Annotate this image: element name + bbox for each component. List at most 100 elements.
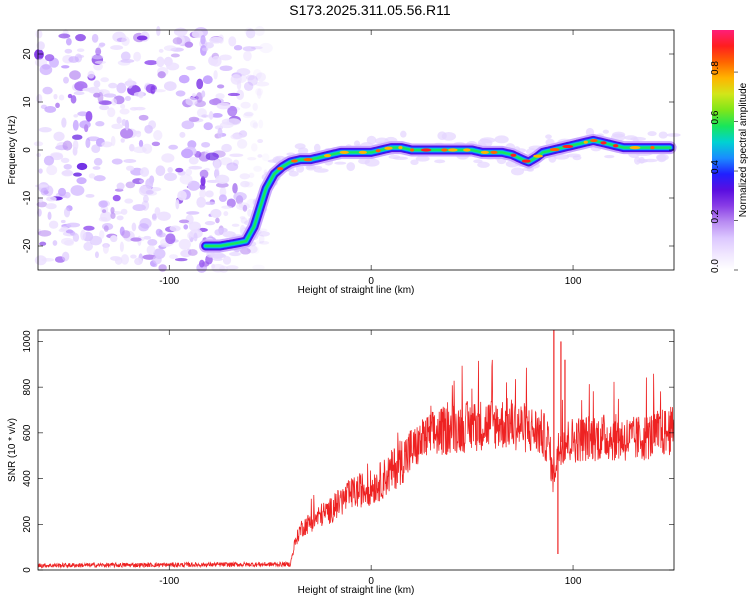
noise-blob [227, 92, 241, 97]
halo-blob [510, 167, 525, 176]
noise-blob [166, 62, 180, 71]
noise-blob [252, 69, 262, 80]
halo-blob [479, 137, 496, 144]
noise-blob [77, 111, 89, 117]
noise-blob [252, 122, 259, 129]
noise-blob [261, 153, 270, 162]
noise-blob [116, 116, 122, 125]
noise-blob [61, 65, 70, 69]
noise-blob [34, 184, 49, 188]
noise-blob [123, 158, 137, 163]
colorbar-tick-label: 0.2 [710, 209, 721, 223]
halo-blob [647, 131, 657, 137]
noise-blob [38, 230, 52, 237]
noise-blob [258, 240, 270, 245]
noise-blob [46, 196, 57, 202]
noise-blob [111, 158, 123, 165]
halo-blob [434, 159, 446, 164]
spectrogram-ytick-label: 20 [22, 48, 33, 60]
noise-blob [232, 182, 238, 194]
noise-blob [120, 208, 128, 215]
noise-blob [62, 140, 73, 151]
noise-blob [50, 152, 63, 158]
noise-blob [48, 220, 59, 229]
noise-blob [239, 173, 251, 180]
noise-blob [94, 251, 99, 259]
noise-blob [87, 70, 95, 79]
noise-blob [185, 168, 193, 176]
noise-blob [193, 232, 198, 242]
noise-blob [70, 185, 85, 196]
noise-blob [215, 174, 230, 185]
snr-ylabel: SNR (10 * v/v) [7, 418, 18, 482]
snr-ytick-label: 600 [22, 424, 33, 441]
noise-blob [209, 36, 223, 44]
noise-blob [243, 50, 252, 62]
noise-blob [201, 141, 211, 148]
noise-blob [156, 56, 165, 68]
noise-blob [201, 47, 209, 52]
colorbar-label: Normalized spectral amplitude [738, 82, 749, 217]
noise-blob [138, 90, 144, 99]
noise-blob [138, 139, 144, 148]
noise-blob [226, 198, 236, 208]
noise-blob [76, 177, 87, 185]
snr-ytick-label: 0 [22, 567, 33, 573]
noise-blob [60, 226, 69, 232]
noise-blob [236, 139, 248, 149]
noise-blob [229, 153, 244, 157]
noise-blob [196, 78, 204, 90]
noise-blob [211, 113, 223, 118]
noise-blob [213, 159, 221, 171]
noise-blob [76, 54, 85, 58]
noise-blob [242, 204, 248, 212]
noise-blob [218, 194, 227, 202]
noise-blob [251, 143, 258, 152]
noise-blob [167, 166, 173, 173]
noise-blob [215, 217, 220, 224]
halo-blob [306, 165, 323, 170]
noise-blob [121, 36, 130, 46]
noise-blob [72, 233, 80, 242]
snr-xtick-label: -100 [159, 576, 179, 587]
ridge-hotspot [533, 154, 543, 158]
noise-blob [124, 95, 132, 102]
halo-blob [638, 156, 645, 164]
noise-blob [82, 87, 95, 92]
ridge-hotspot [562, 144, 574, 149]
noise-blob [147, 239, 158, 246]
halo-blob [313, 168, 329, 173]
noise-blob [94, 60, 107, 64]
halo-blob [346, 162, 356, 172]
noise-blob [155, 165, 166, 177]
noise-blob [126, 78, 134, 89]
spectrogram-xtick-label: 100 [565, 276, 582, 287]
noise-blob [174, 257, 188, 262]
noise-blob [120, 127, 134, 139]
noise-blob [120, 254, 130, 265]
noise-blob [61, 117, 67, 128]
noise-blob [110, 235, 118, 243]
noise-blob [95, 47, 102, 56]
noise-blob [172, 37, 183, 45]
ridge-hotspot [277, 167, 284, 171]
noise-blob [238, 203, 244, 208]
noise-blob [92, 166, 101, 170]
noise-blob [212, 98, 221, 105]
noise-blob [60, 237, 74, 246]
noise-blob [103, 225, 109, 232]
noise-blob [35, 29, 43, 39]
noise-blob [178, 74, 190, 84]
noise-blob [185, 97, 198, 106]
noise-blob [134, 257, 143, 266]
noise-blob [259, 42, 273, 54]
noise-blob [120, 59, 135, 63]
noise-blob [158, 264, 167, 272]
noise-blob [75, 34, 86, 42]
noise-blob [95, 121, 105, 127]
noise-blob [240, 101, 251, 109]
noise-blob [247, 75, 258, 86]
noise-blob [223, 211, 229, 217]
noise-blob [248, 172, 255, 179]
